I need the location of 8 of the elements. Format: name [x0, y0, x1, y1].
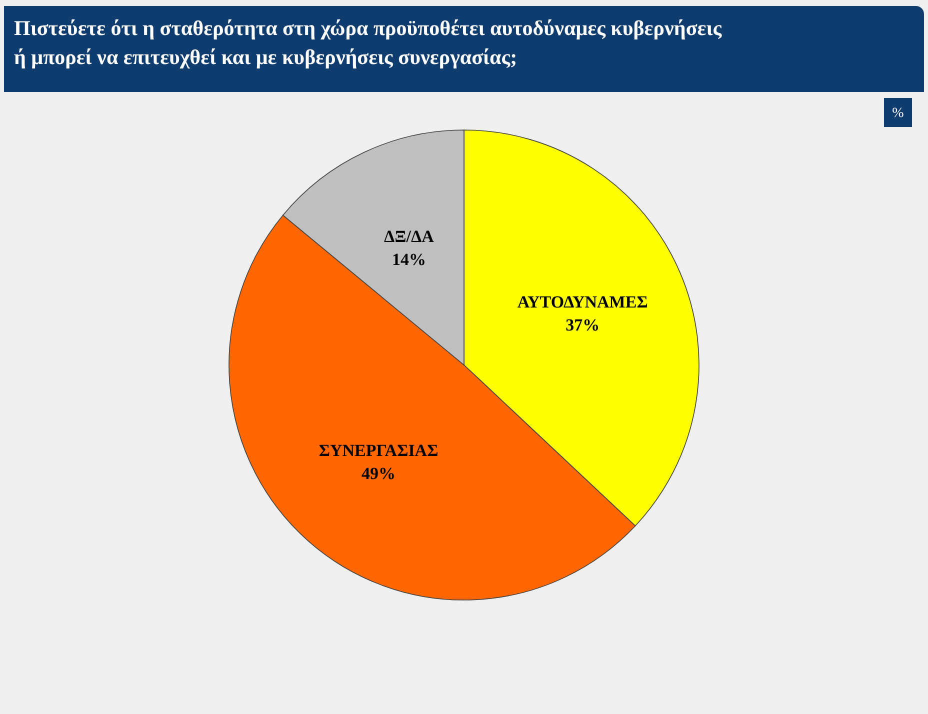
slice-label: ΑΥΤΟΔΥΝΑΜΕΣ	[517, 292, 648, 312]
data-label: 14%	[392, 250, 426, 270]
data-label: 49%	[362, 464, 396, 483]
text: %	[892, 106, 904, 121]
slice-label: ΣΥΝΕΡΓΑΣΙΑΣ	[318, 440, 438, 460]
chart-title: Πιστεύετε ότι η σταθερότητα στη χώρα προϋποθέτει αυτοδύναμες κυβερνήσεις ή μπορεί να επιτευχθεί και με κυβερνήσεις συνεργασίας;	[14, 16, 723, 69]
slice-label: ΔΞ/ΔΑ	[384, 227, 435, 246]
data-label: 37%	[566, 316, 600, 335]
